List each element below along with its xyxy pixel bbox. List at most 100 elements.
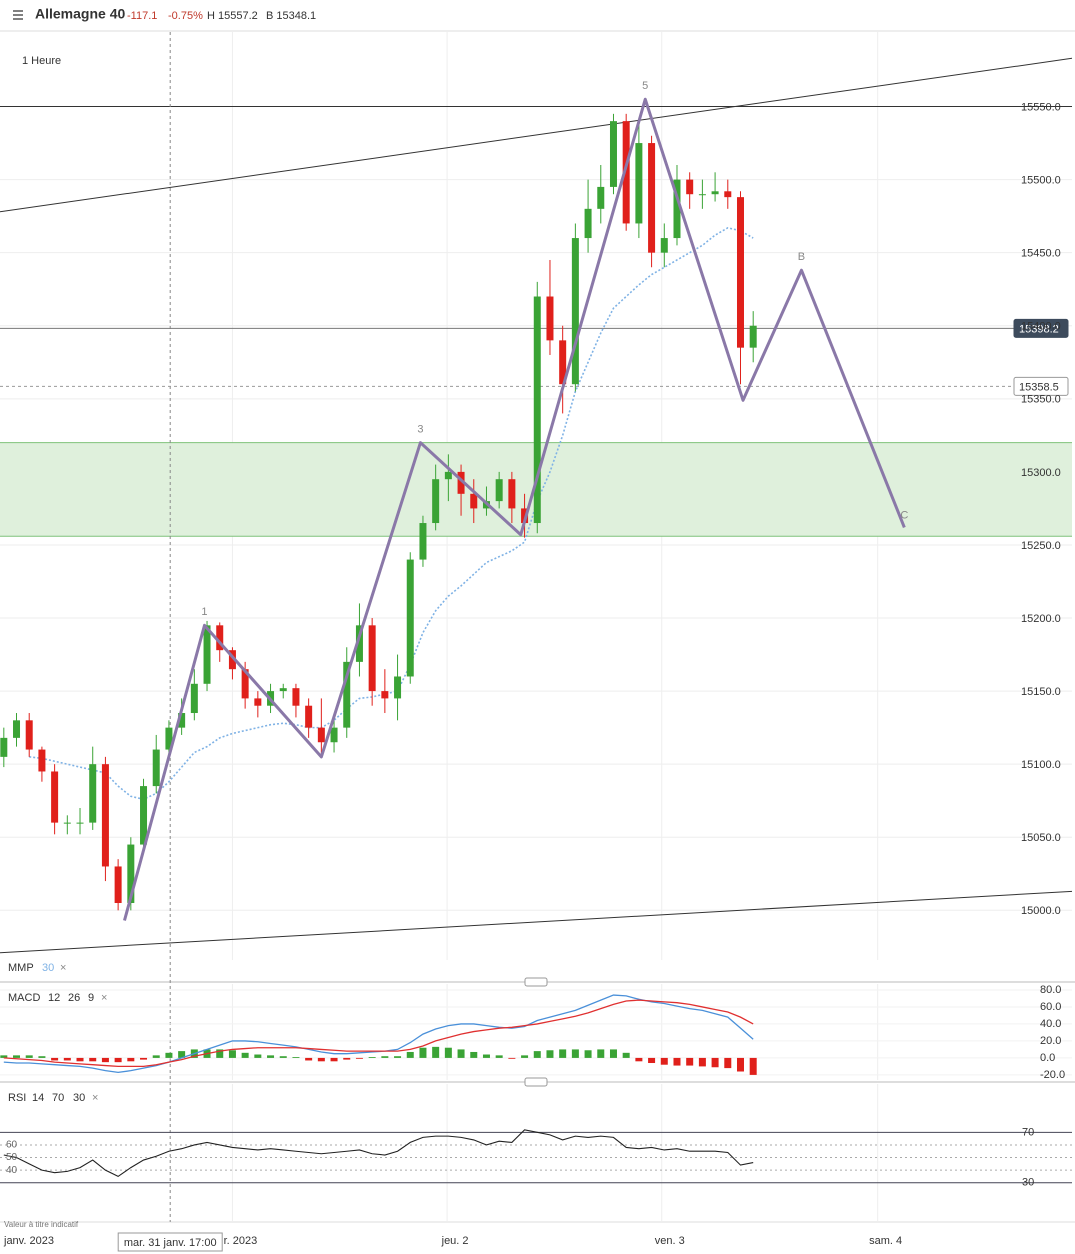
histogram-bar bbox=[305, 1057, 313, 1061]
rsi-legend: RSI bbox=[8, 1092, 26, 1104]
candle-body bbox=[673, 179, 681, 239]
candle-body bbox=[89, 764, 97, 823]
channel-line bbox=[0, 57, 1073, 213]
histogram-bar bbox=[127, 1057, 135, 1062]
channel-line bbox=[0, 890, 1073, 954]
candle-body bbox=[38, 749, 46, 772]
macd-line bbox=[3, 999, 754, 1068]
y-tick-label: 20.0 bbox=[1040, 1035, 1061, 1047]
histogram-bar bbox=[457, 1049, 465, 1058]
histogram-bar bbox=[495, 1055, 503, 1058]
candle-body bbox=[51, 771, 59, 823]
x-tick-label: ven. 3 bbox=[655, 1235, 685, 1247]
ma-legend: MMP bbox=[8, 962, 34, 974]
histogram-bar bbox=[152, 1055, 160, 1058]
footnote: Valeur à titre indicatif bbox=[4, 1220, 79, 1229]
candle-body bbox=[495, 479, 503, 502]
histogram-bar bbox=[444, 1047, 452, 1058]
y-tick-label: -20.0 bbox=[1040, 1069, 1065, 1081]
candle-body bbox=[13, 720, 21, 738]
histogram-bar bbox=[228, 1050, 236, 1058]
candle-body bbox=[317, 727, 325, 743]
histogram-bar bbox=[698, 1057, 706, 1067]
y-tick-label: 15050.0 bbox=[1021, 832, 1061, 844]
crosshair-box bbox=[117, 1232, 223, 1252]
rsi-level-label: 40 bbox=[6, 1165, 18, 1176]
candle-body bbox=[25, 720, 33, 750]
candle-body bbox=[76, 822, 84, 824]
histogram-bar bbox=[711, 1057, 719, 1068]
histogram-bar bbox=[0, 1055, 8, 1058]
histogram-bar bbox=[660, 1057, 668, 1065]
wave-label: B bbox=[798, 251, 805, 263]
histogram-bar bbox=[216, 1049, 224, 1058]
candle-body bbox=[597, 186, 605, 209]
histogram-bar bbox=[571, 1049, 579, 1058]
candle-body bbox=[698, 194, 706, 196]
rsi-level-label: 50 bbox=[6, 1152, 18, 1163]
histogram-bar bbox=[89, 1057, 97, 1062]
y-tick-label: 15150.0 bbox=[1021, 686, 1061, 698]
x-tick-label: jeu. 2 bbox=[441, 1235, 469, 1247]
y-tick-label: 15250.0 bbox=[1021, 540, 1061, 552]
y-tick-label: 40.0 bbox=[1040, 1018, 1061, 1030]
candle-body bbox=[749, 325, 757, 348]
y-tick-label: 15200.0 bbox=[1021, 613, 1061, 625]
candle-body bbox=[533, 296, 541, 524]
candle-body bbox=[660, 238, 668, 253]
candle-body bbox=[330, 727, 338, 743]
y-tick-label: 15400.0 bbox=[1021, 321, 1061, 333]
candle-body bbox=[724, 191, 732, 198]
candle-body bbox=[394, 676, 402, 699]
histogram-bar bbox=[267, 1055, 275, 1058]
y-tick-label: 80.0 bbox=[1040, 984, 1061, 996]
candle-body bbox=[190, 683, 198, 714]
histogram-bar bbox=[114, 1057, 122, 1063]
candle-body bbox=[368, 625, 376, 692]
candle-body bbox=[216, 625, 224, 651]
histogram-bar bbox=[546, 1050, 554, 1058]
histogram-bar bbox=[140, 1057, 148, 1060]
histogram-bar bbox=[38, 1056, 46, 1058]
candle-body bbox=[711, 191, 719, 195]
histogram-bar bbox=[533, 1051, 541, 1058]
remove-icon[interactable]: × bbox=[101, 992, 107, 1004]
y-tick-label: 15300.0 bbox=[1021, 467, 1061, 479]
histogram-bar bbox=[559, 1049, 567, 1058]
candle-body bbox=[508, 479, 516, 509]
remove-icon[interactable]: × bbox=[92, 1092, 98, 1104]
histogram-bar bbox=[584, 1050, 592, 1058]
histogram-bar bbox=[470, 1051, 478, 1058]
x-tick-label: sam. 4 bbox=[869, 1235, 902, 1247]
price-tag-label: 15398.2 bbox=[1019, 323, 1059, 335]
candle-body bbox=[470, 493, 478, 509]
candle-body bbox=[114, 866, 122, 904]
candle-body bbox=[609, 121, 617, 187]
day-high: H 15557.2 bbox=[207, 10, 258, 22]
remove-icon[interactable]: × bbox=[60, 962, 66, 974]
macd-param: 26 bbox=[68, 992, 80, 1004]
y-tick-label: 60.0 bbox=[1040, 1001, 1061, 1013]
price-tag-label: 15358.5 bbox=[1019, 381, 1059, 393]
histogram-bar bbox=[343, 1057, 351, 1060]
crosshair-label: mar. 31 janv. 17:00 bbox=[117, 1232, 223, 1252]
timeframe[interactable]: 1 Heure bbox=[22, 55, 61, 67]
histogram-bar bbox=[482, 1054, 490, 1058]
panel-handle[interactable] bbox=[524, 977, 548, 987]
candle-body bbox=[736, 197, 744, 348]
histogram-bar bbox=[686, 1057, 694, 1066]
panel-handle[interactable] bbox=[524, 1077, 548, 1087]
histogram-bar bbox=[381, 1056, 389, 1058]
candle-body bbox=[343, 661, 351, 728]
candle-body bbox=[432, 479, 440, 524]
histogram-bar bbox=[254, 1054, 262, 1058]
candle-body bbox=[648, 143, 656, 253]
wave-label: 5 bbox=[642, 80, 648, 92]
histogram-bar bbox=[355, 1057, 363, 1059]
menu-icon[interactable] bbox=[13, 10, 23, 20]
macd-param: 12 bbox=[48, 992, 60, 1004]
candle-body bbox=[521, 508, 529, 524]
candle-body bbox=[635, 143, 643, 224]
